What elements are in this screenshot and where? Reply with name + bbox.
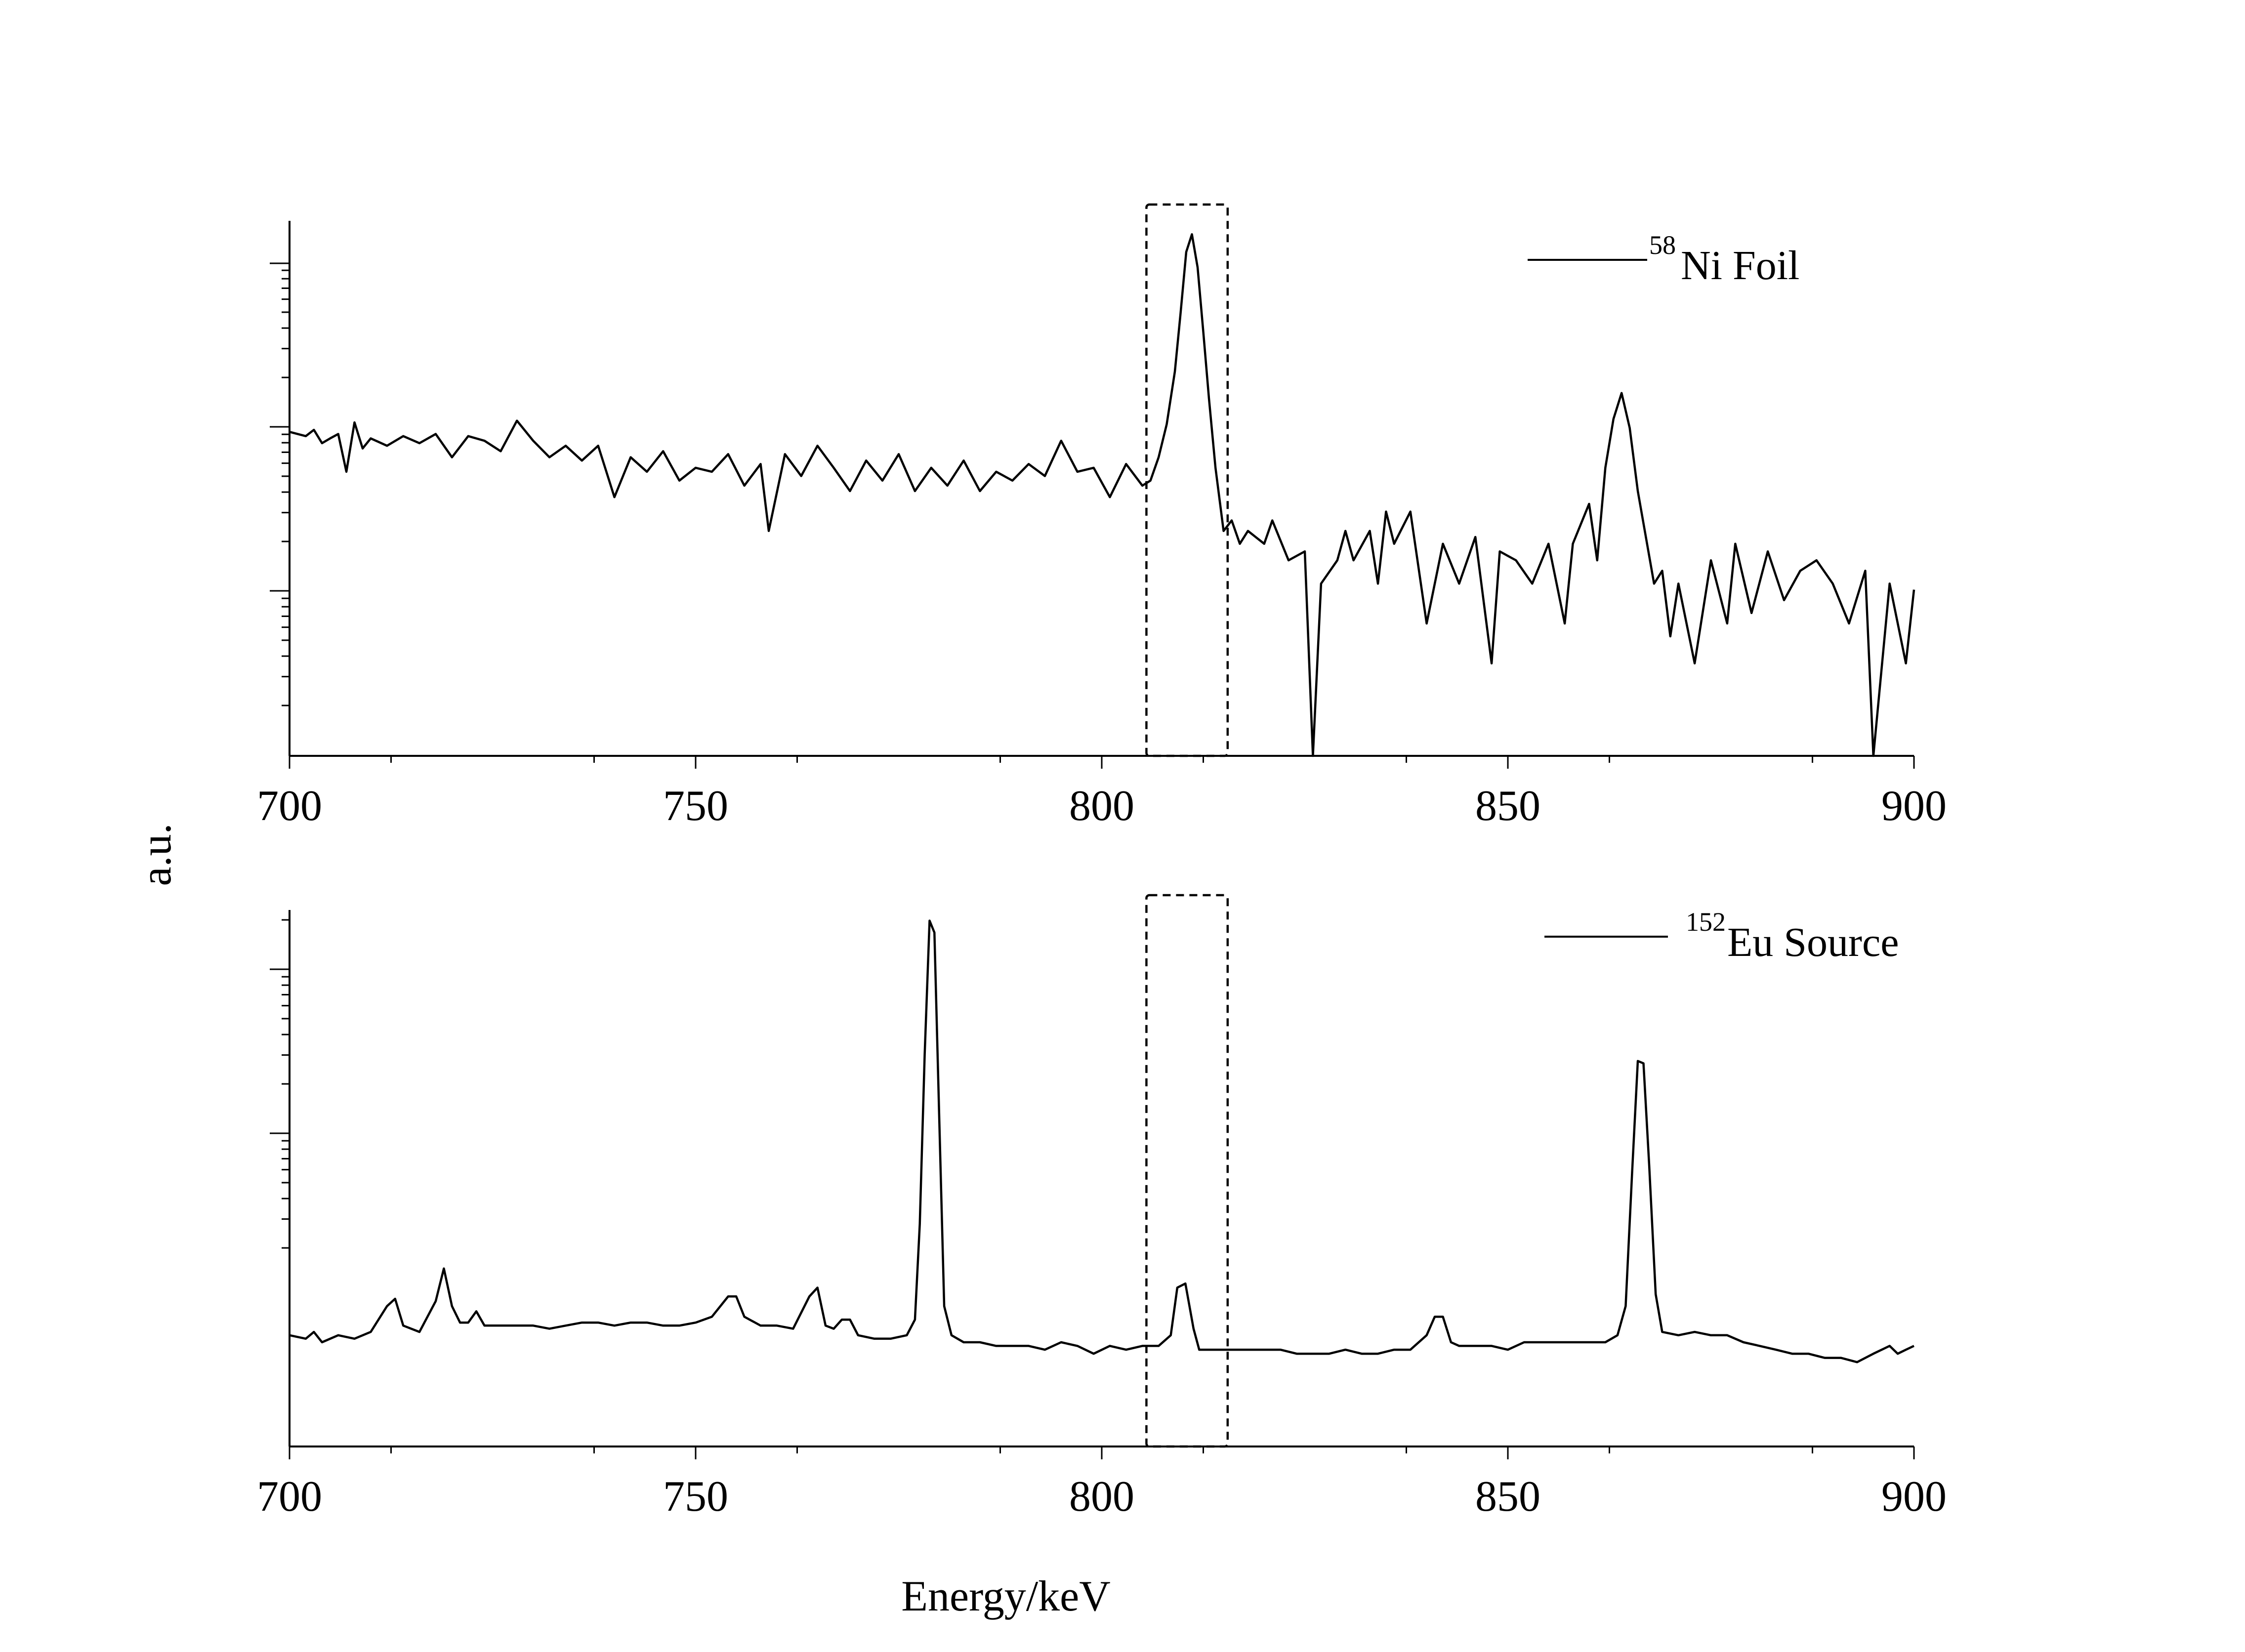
bottom-x-tick-label: 700 bbox=[257, 1473, 322, 1521]
bottom-legend-label: Eu Source bbox=[1727, 919, 1899, 965]
x-axis-title: Energy/keV bbox=[901, 1572, 1111, 1620]
bottom-x-ticks: 700 750 800 850 900 bbox=[257, 1446, 1947, 1521]
top-y-minor-ticks bbox=[270, 262, 290, 706]
top-legend-mass: 58 bbox=[1649, 230, 1676, 260]
top-x-tick-label: 900 bbox=[1881, 782, 1947, 830]
top-x-tick-label: 750 bbox=[663, 782, 728, 830]
top-series-line bbox=[289, 233, 1915, 757]
top-x-tick-label: 800 bbox=[1069, 782, 1134, 830]
bottom-x-tick-label: 750 bbox=[663, 1473, 728, 1521]
bottom-series-line bbox=[289, 919, 1914, 1363]
bottom-y-minor-ticks bbox=[270, 919, 290, 1249]
top-x-tick-label: 700 bbox=[257, 782, 322, 830]
top-legend-label: Ni Foil bbox=[1681, 243, 1799, 289]
bottom-panel-152eu-source: 700 750 800 850 900 152 Eu Source bbox=[257, 894, 1947, 1521]
bottom-legend-mass: 152 bbox=[1686, 907, 1726, 937]
bottom-x-tick-label: 850 bbox=[1475, 1473, 1540, 1521]
top-x-tick-label: 850 bbox=[1475, 782, 1540, 830]
bottom-highlight-box bbox=[1145, 894, 1229, 1448]
bottom-x-tick-label: 900 bbox=[1881, 1473, 1947, 1521]
top-panel-58ni-foil: 700 750 800 850 900 58 Ni Foil bbox=[257, 203, 1947, 830]
bottom-legend: 152 Eu Source bbox=[1544, 907, 1899, 965]
bottom-x-tick-label: 800 bbox=[1069, 1473, 1134, 1521]
top-legend: 58 Ni Foil bbox=[1528, 230, 1799, 289]
top-x-ticks: 700 750 800 850 900 bbox=[257, 756, 1947, 830]
y-axis-title: a.u. bbox=[132, 823, 180, 886]
top-highlight-box bbox=[1145, 203, 1229, 757]
